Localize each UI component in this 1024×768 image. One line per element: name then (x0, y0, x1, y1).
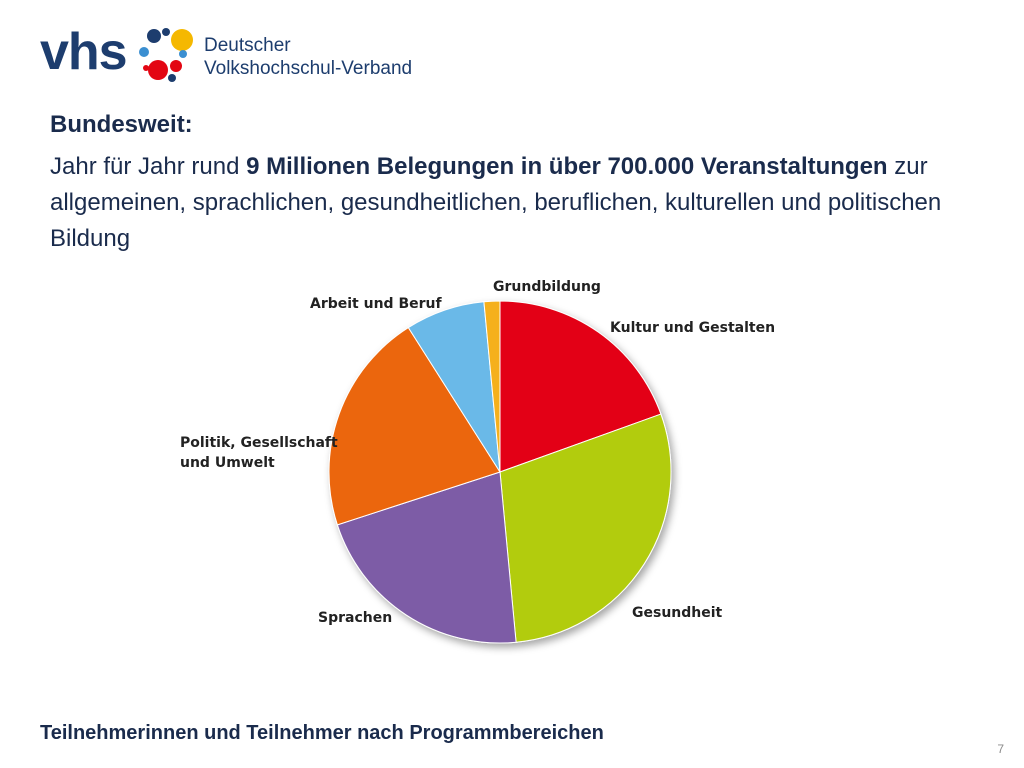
pie-label-kultur-und-gestalten: Kultur und Gestalten (610, 320, 775, 336)
slide-heading: Bundesweit: (50, 111, 193, 138)
lead-text-highlight: 9 Millionen Belegungen in über 700.000 V… (246, 153, 888, 180)
pie-labels: Kultur und Gestalten Gesundheit Sprachen Po… (180, 279, 775, 626)
pie-slice-gesundheit (499, 413, 672, 643)
pie-slice-sprachen (336, 471, 517, 644)
logo-name-line2: Volkshochschul-Verband (204, 58, 413, 79)
pie-label-sprachen: Sprachen (318, 610, 392, 626)
lead-paragraph: Jahr für Jahr rund 9 Millionen Belegunge… (50, 149, 950, 257)
logo-name-line1: Deutscher (204, 35, 291, 56)
logo-dots-icon (139, 28, 193, 82)
logo-organization-name: Deutscher Volkshochschul-Verband (204, 34, 412, 80)
pie-label-grundbildung: Grundbildung (493, 279, 601, 295)
lead-text-end: zur allgemeinen, sprachlichen, gesundhei… (50, 153, 942, 252)
pie-label-politik-gesellschaft-und-umwelt: Politik, Gesellschaft und Umwelt (180, 435, 338, 471)
pie-slice-grundbildung (483, 300, 501, 473)
pie-label-arbeit-und-beruf: Arbeit und Beruf (310, 296, 442, 312)
lead-text-start: Jahr für Jahr rund (50, 153, 247, 180)
vhs-logo: vhs Deutscher Volkshochschul-Verband (40, 22, 440, 86)
pie-chart: Kultur und Gestalten Gesundheit Sprachen Po… (180, 279, 775, 644)
pie-slice-kultur-und-gestalten (499, 300, 662, 473)
pie-slice-politik-gesellschaft-und-umwelt (328, 326, 501, 526)
page-number: 7 (997, 742, 1004, 756)
logo-wordmark: vhs (40, 23, 128, 81)
chart-caption: Teilnehmerinnen und Teilnehmer nach Prog… (40, 722, 604, 744)
pie-label-gesundheit: Gesundheit (632, 605, 723, 621)
pie-slices (328, 300, 672, 644)
